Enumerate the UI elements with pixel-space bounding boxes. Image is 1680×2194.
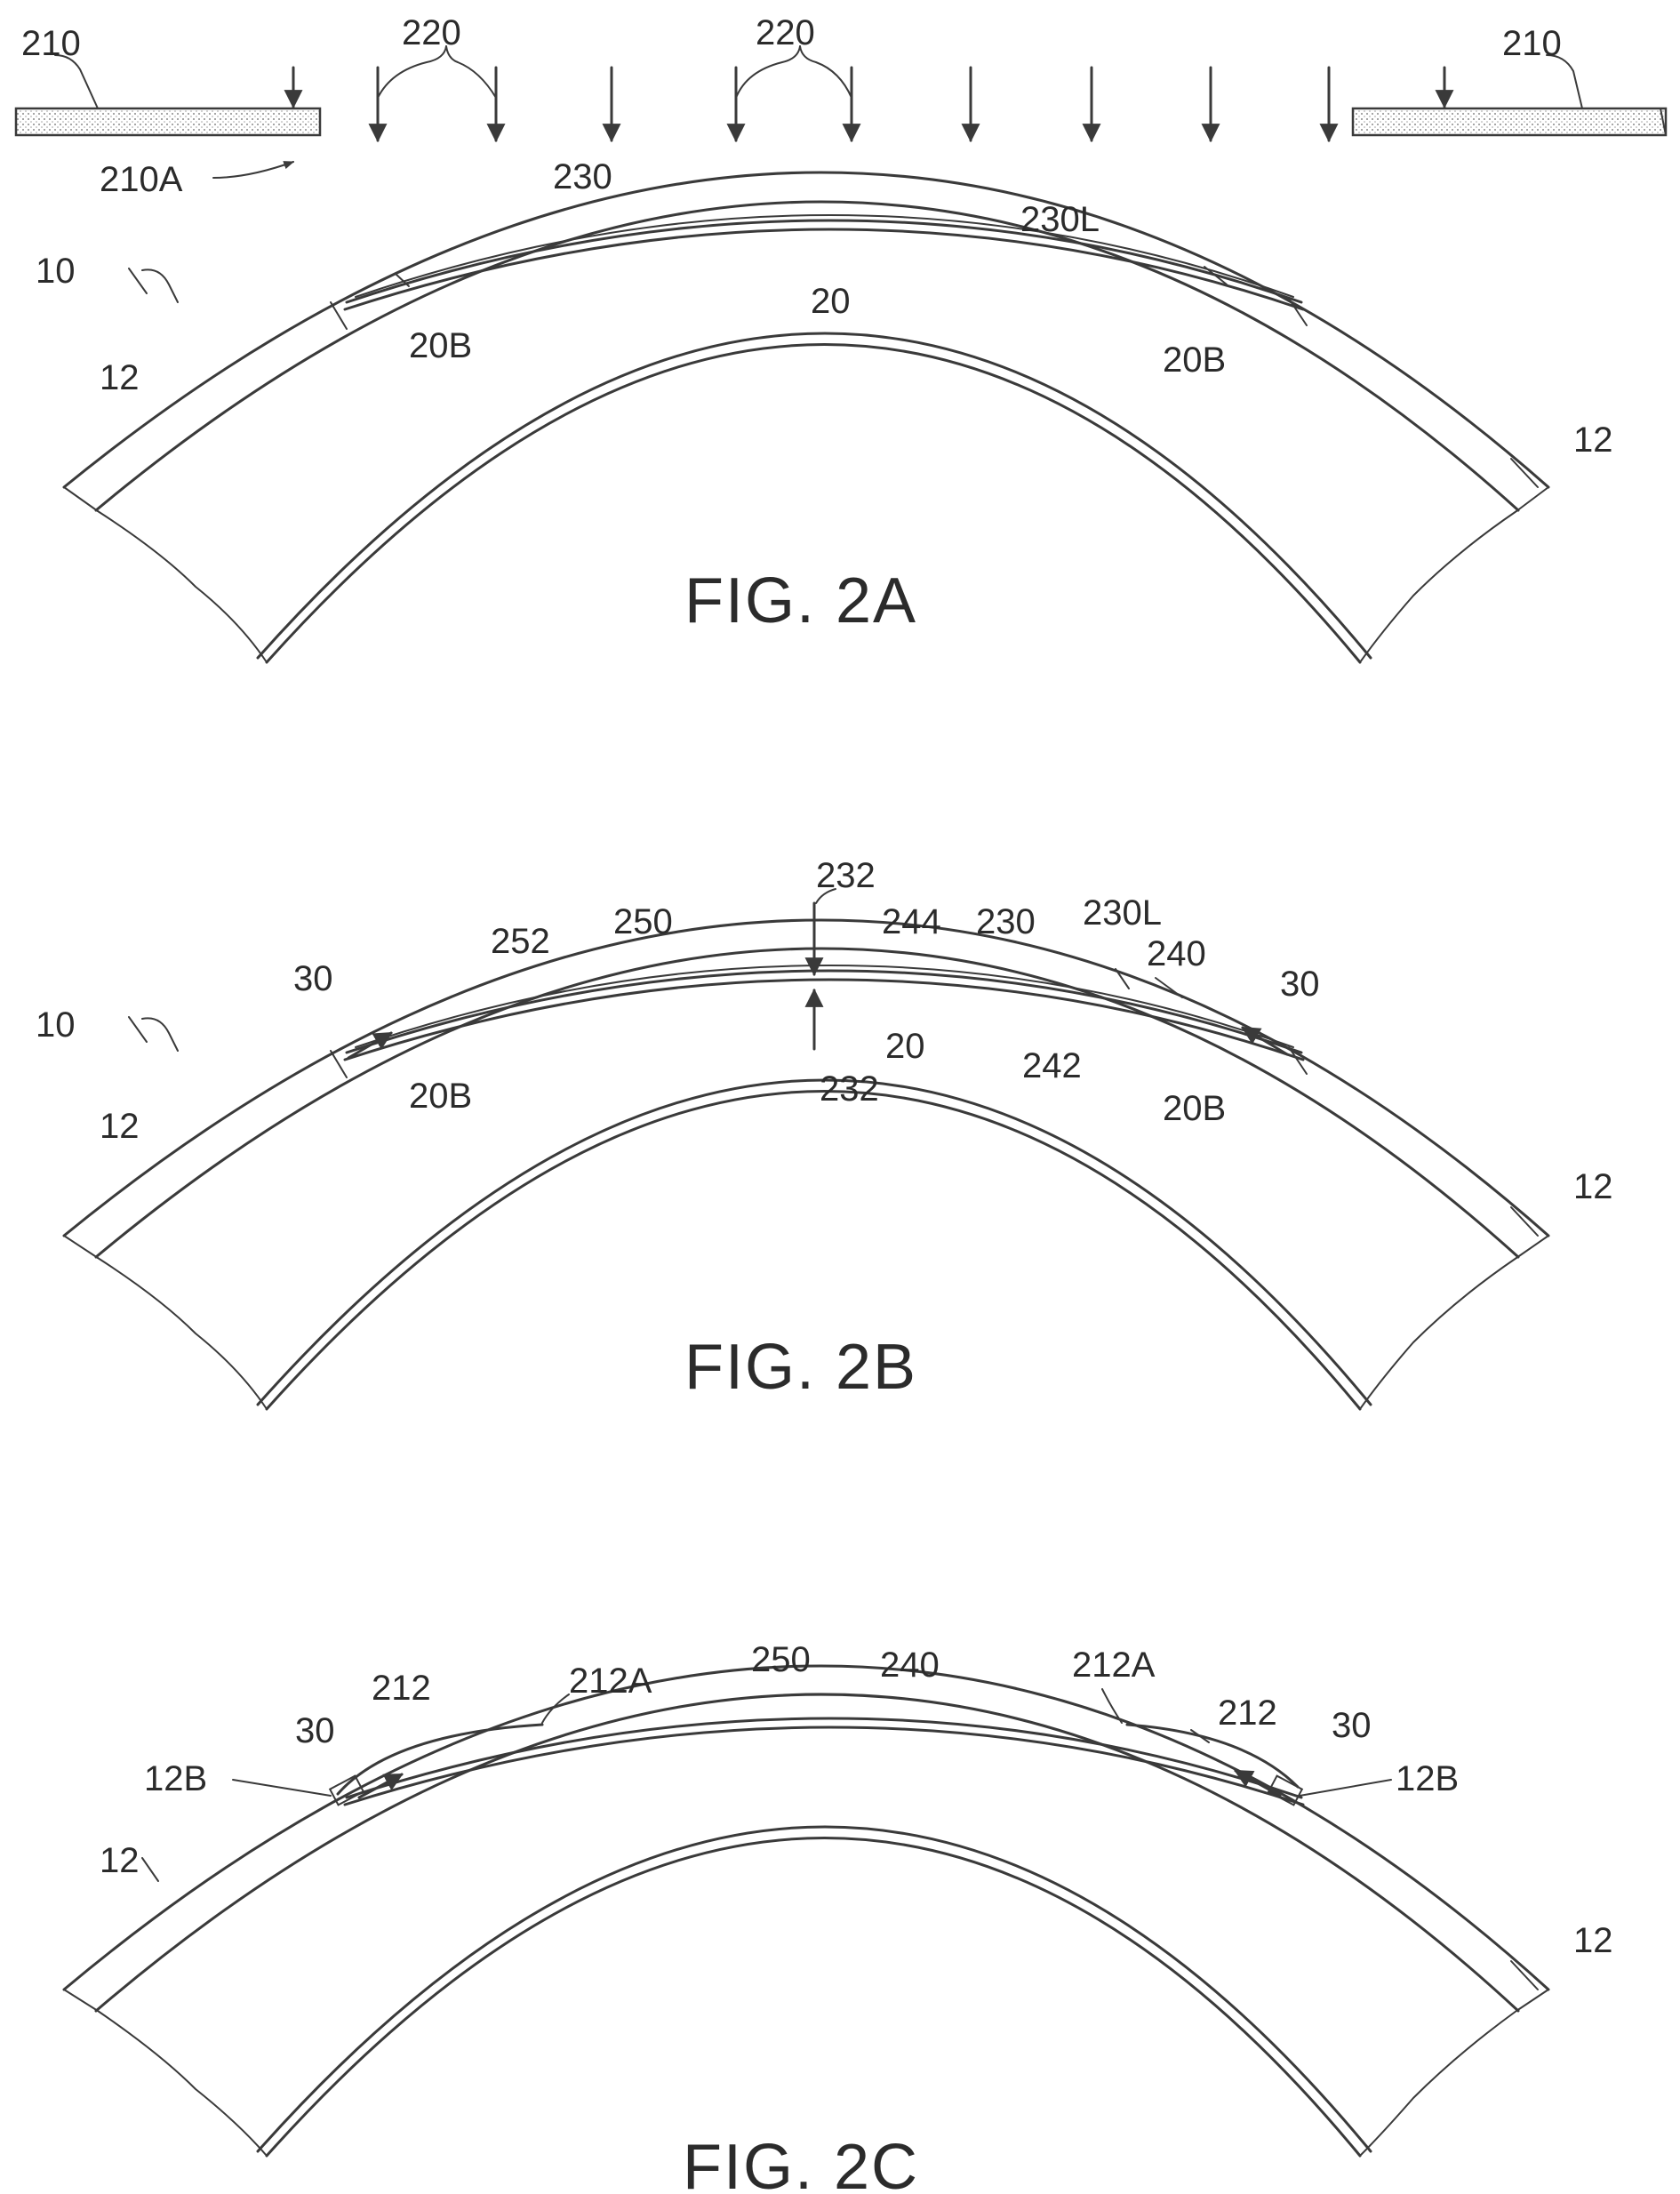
label-212-right: 212 (1218, 1694, 1277, 1733)
label-232-top: 232 (816, 856, 876, 895)
label-12-left: 12 (100, 358, 140, 397)
label-220-b: 220 (756, 13, 815, 52)
figure-2a: 210 220 220 210 210A 230 230L 10 20 20B … (16, 13, 1666, 662)
cornea-outer-arc-2b (64, 920, 1548, 1236)
label-240: 240 (1147, 934, 1206, 973)
label-12-right: 12 (1573, 1921, 1613, 1960)
label-30-right: 30 (1280, 965, 1320, 1004)
label-210A: 210A (100, 160, 183, 199)
plate-210-right (1353, 108, 1666, 135)
label-12-right: 12 (1573, 1167, 1613, 1206)
label-20: 20 (811, 282, 851, 321)
radiation-arrows-220 (293, 46, 1444, 140)
label-212A-left: 212A (569, 1662, 652, 1701)
figure-2c: 250 240 212 212A 212A 212 30 30 12B 12B … (64, 1640, 1613, 2194)
label-12B-right: 12B (1396, 1759, 1459, 1798)
plate-210-left (16, 108, 320, 135)
label-220-a: 220 (402, 13, 461, 52)
label-230: 230 (553, 157, 612, 196)
label-12B-left: 12B (144, 1759, 207, 1798)
caption-fig-2c: FIG. 2C (683, 2132, 919, 2194)
label-20B-left: 20B (409, 1077, 472, 1116)
label-20B-right: 20B (1163, 340, 1226, 380)
label-230L: 230L (1020, 200, 1100, 239)
label-210-left: 210 (21, 24, 81, 63)
label-242: 242 (1022, 1046, 1082, 1085)
caption-fig-2b: FIG. 2B (684, 1332, 917, 1403)
figure-2b: 232 252 250 244 230 230L 240 30 30 10 20… (36, 856, 1613, 1409)
label-212-left: 212 (372, 1669, 431, 1708)
label-230L: 230L (1083, 893, 1162, 933)
label-232-bottom: 232 (820, 1069, 879, 1109)
label-12-right: 12 (1573, 420, 1613, 460)
label-250: 250 (751, 1640, 811, 1679)
label-230: 230 (976, 902, 1036, 941)
label-12-left: 12 (100, 1841, 140, 1880)
label-10: 10 (36, 252, 76, 291)
label-244: 244 (882, 902, 941, 941)
label-30-left: 30 (293, 959, 333, 998)
label-12-left: 12 (100, 1107, 140, 1146)
caption-fig-2a: FIG. 2A (684, 565, 917, 637)
label-30-left: 30 (295, 1711, 335, 1750)
label-20B-left: 20B (409, 326, 472, 365)
label-20B-right: 20B (1163, 1089, 1226, 1128)
label-10: 10 (36, 1005, 76, 1045)
label-252: 252 (491, 922, 550, 961)
label-212A-right: 212A (1072, 1646, 1156, 1685)
inner-arc-2c (258, 1827, 1371, 2151)
label-20: 20 (885, 1027, 925, 1066)
label-240: 240 (880, 1646, 940, 1685)
label-250: 250 (613, 902, 673, 941)
label-210-right: 210 (1502, 24, 1562, 63)
label-30-right: 30 (1332, 1706, 1372, 1745)
